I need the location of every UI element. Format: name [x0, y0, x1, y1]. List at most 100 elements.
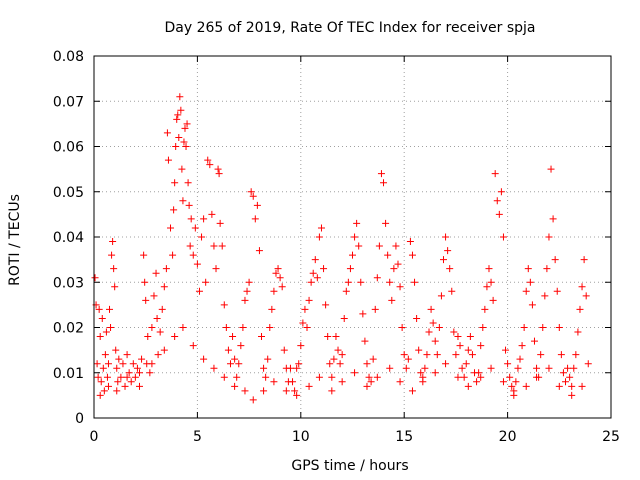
- data-point: [309, 269, 317, 277]
- data-point: [545, 233, 553, 241]
- data-point: [183, 120, 191, 128]
- data-point: [406, 238, 414, 246]
- data-point: [93, 360, 101, 368]
- data-point: [568, 391, 576, 399]
- data-point: [562, 378, 570, 386]
- data-point: [260, 364, 268, 372]
- data-point: [580, 256, 588, 264]
- data-point: [239, 324, 247, 331]
- data-point: [176, 93, 184, 101]
- data-point: [266, 324, 274, 331]
- data-point: [303, 324, 311, 331]
- data-point: [444, 247, 452, 255]
- data-point: [522, 287, 530, 295]
- data-point: [172, 143, 180, 150]
- y-tick-label: 0: [75, 411, 84, 427]
- data-point: [396, 378, 404, 386]
- data-point: [464, 382, 472, 390]
- data-point: [553, 287, 561, 295]
- data-point: [229, 333, 237, 341]
- data-point: [574, 328, 582, 336]
- data-point: [355, 242, 363, 250]
- data-point: [328, 373, 336, 381]
- data-point: [346, 265, 354, 273]
- data-point: [291, 387, 299, 395]
- data-point: [338, 378, 346, 386]
- data-point: [171, 333, 179, 341]
- data-point: [464, 346, 472, 354]
- data-point: [311, 256, 319, 264]
- data-point: [419, 373, 427, 381]
- data-point: [462, 360, 470, 368]
- data-point: [97, 378, 105, 386]
- data-point: [96, 391, 104, 399]
- data-point: [206, 161, 214, 169]
- data-point: [487, 278, 495, 286]
- data-point: [526, 278, 534, 286]
- data-point: [473, 378, 481, 386]
- data-point: [94, 373, 102, 381]
- data-point: [328, 387, 336, 395]
- data-point: [371, 305, 379, 313]
- data-point: [135, 382, 143, 390]
- y-tick-label: 0.06: [53, 140, 84, 156]
- grid-layer: [94, 56, 611, 418]
- y-axis-label: ROTI / TECUs: [7, 194, 23, 286]
- data-point: [193, 260, 201, 268]
- data-point: [437, 292, 445, 300]
- data-point: [322, 301, 330, 309]
- data-point: [104, 382, 112, 390]
- data-point: [547, 165, 555, 173]
- data-point: [253, 201, 261, 209]
- x-tick-label: 20: [499, 429, 517, 445]
- y-tick-label: 0.04: [53, 230, 84, 246]
- data-point: [408, 251, 416, 259]
- data-point: [133, 364, 141, 372]
- data-point: [446, 265, 454, 273]
- data-point: [433, 351, 441, 359]
- data-point: [533, 373, 541, 381]
- data-point: [167, 224, 175, 232]
- data-point: [175, 133, 183, 141]
- data-point: [189, 342, 197, 350]
- data-point: [334, 346, 342, 354]
- data-point: [460, 373, 468, 381]
- data-point: [200, 355, 208, 363]
- data-point: [276, 274, 284, 282]
- data-point: [425, 328, 433, 336]
- data-point: [423, 351, 431, 359]
- x-tick-labels: 0 5 10 15 20 25: [90, 429, 620, 445]
- y-tick-label: 0.03: [53, 275, 84, 291]
- data-point: [249, 192, 257, 200]
- y-tick-labels: 0 0.01 0.02 0.03 0.04 0.05 0.06 0.07 0.08: [53, 49, 84, 427]
- data-point: [431, 369, 439, 377]
- data-point: [324, 333, 332, 341]
- data-point: [485, 265, 493, 273]
- data-point: [171, 179, 179, 187]
- data-point: [518, 342, 526, 350]
- x-tick-label: 10: [292, 429, 310, 445]
- data-point: [392, 242, 400, 250]
- data-point: [493, 197, 501, 205]
- data-point: [195, 287, 203, 295]
- data-point: [280, 346, 288, 354]
- data-point: [113, 387, 121, 395]
- data-point: [499, 378, 507, 386]
- data-point: [522, 382, 530, 390]
- data-point: [173, 115, 181, 123]
- data-point: [342, 287, 350, 295]
- data-point: [140, 251, 148, 259]
- data-point: [293, 391, 301, 399]
- data-point: [299, 319, 307, 327]
- data-point: [313, 274, 321, 282]
- data-point: [448, 287, 456, 295]
- data-point: [114, 378, 122, 386]
- data-point: [243, 287, 251, 295]
- data-point: [317, 224, 325, 232]
- data-point: [104, 360, 112, 368]
- data-point: [377, 170, 385, 178]
- data-point: [293, 364, 301, 372]
- data-point: [417, 369, 425, 377]
- data-point: [297, 342, 305, 350]
- data-point: [454, 333, 462, 341]
